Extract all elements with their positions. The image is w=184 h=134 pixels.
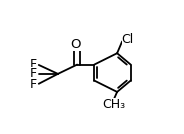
- Text: O: O: [70, 38, 81, 51]
- Text: CH₃: CH₃: [102, 98, 125, 111]
- Text: F: F: [29, 67, 37, 80]
- Text: F: F: [29, 58, 37, 71]
- Text: Cl: Cl: [122, 33, 134, 46]
- Text: F: F: [29, 78, 37, 91]
